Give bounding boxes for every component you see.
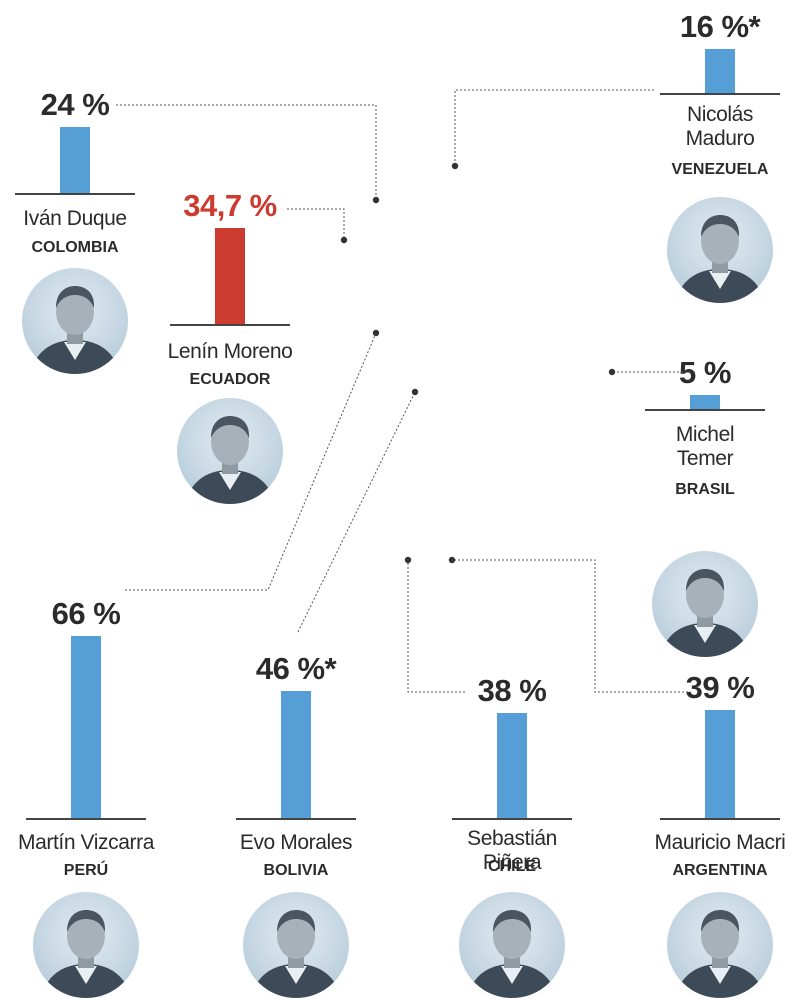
leader-photo: [22, 268, 128, 374]
leader-name: Mauricio Macri: [654, 831, 786, 854]
bar-baseline: [660, 818, 780, 820]
country-label: CHILE: [488, 858, 536, 875]
approval-value-label: 66 %: [51, 596, 121, 631]
bar-baseline: [15, 193, 135, 195]
leader-photo: [667, 892, 773, 998]
leader-name: Nicolás Maduro: [685, 103, 755, 150]
portrait-maduro-icon: [675, 215, 765, 303]
portrait-macri-icon: [675, 910, 765, 998]
leader-name: Michel Temer: [675, 423, 735, 470]
approval-bar: [705, 48, 735, 93]
approval-bar: [71, 636, 101, 818]
portrait-moreno-icon: [185, 416, 275, 504]
portrait-pinera-icon: [467, 910, 557, 998]
leader-name: Lenín Moreno: [167, 340, 293, 363]
leader-photo: [652, 551, 758, 657]
portrait-morales-icon: [251, 910, 341, 998]
leader-name: Evo Morales: [239, 831, 353, 854]
approval-bar: [497, 713, 527, 818]
approval-bar: [60, 126, 90, 193]
approval-value-label: 5 %: [679, 355, 731, 391]
country-label: ARGENTINA: [672, 862, 768, 879]
approval-bar: [705, 710, 735, 818]
bar-baseline: [26, 818, 146, 820]
approval-bar: [281, 691, 311, 818]
approval-value-label: 24 %: [40, 86, 110, 122]
country-label: COLOMBIA: [31, 239, 119, 256]
approval-value-label: 46 %*: [255, 651, 337, 687]
bar-baseline: [660, 93, 780, 95]
approval-bar: [215, 228, 245, 324]
bar-baseline: [645, 409, 765, 411]
country-label: BOLIVIA: [263, 862, 329, 879]
country-label: BRASIL: [675, 481, 735, 498]
approval-value-label: 34,7 %: [183, 188, 277, 224]
leader-name: Sebastián Piñera: [467, 827, 557, 874]
leader-name: Iván Duque: [23, 207, 127, 230]
leader-photo: [33, 892, 139, 998]
approval-value-label: 39 %: [685, 670, 755, 706]
approval-value-label: 38 %: [477, 673, 547, 709]
country-label: VENEZUELA: [671, 161, 769, 178]
leader-photo: [459, 892, 565, 998]
leader-photo: [177, 398, 283, 504]
country-label: ECUADOR: [189, 371, 271, 388]
leader-name: Martín Vizcarra: [18, 831, 154, 854]
approval-bar: [690, 395, 720, 409]
bar-baseline: [236, 818, 356, 820]
approval-value-label: 16 %*: [679, 8, 761, 44]
country-label: PERÚ: [63, 862, 109, 879]
leader-photo: [667, 197, 773, 303]
bar-baseline: [452, 818, 572, 820]
portrait-vizcarra-icon: [41, 910, 131, 998]
portrait-temer-icon: [660, 569, 750, 657]
bar-baseline: [170, 324, 290, 326]
portrait-duque-icon: [30, 286, 120, 374]
leader-photo: [243, 892, 349, 998]
